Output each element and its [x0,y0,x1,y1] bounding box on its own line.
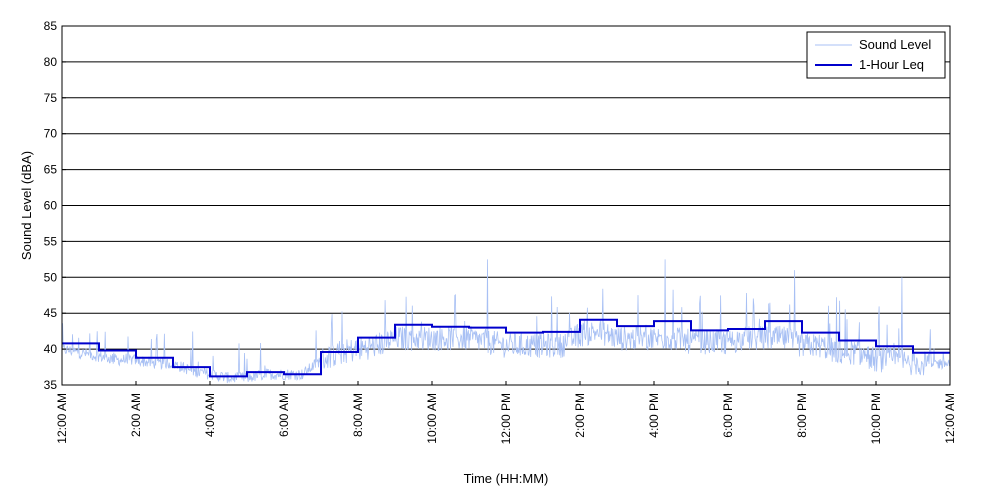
x-tick-label: 12:00 AM [55,393,69,444]
y-tick-label: 70 [44,127,58,141]
y-tick-label: 85 [44,19,58,33]
y-tick-label: 50 [44,270,58,284]
legend-box [806,31,946,79]
y-tick-label: 55 [44,234,58,248]
x-tick-label: 8:00 AM [351,393,365,437]
y-axis-ticks: 35 40 45 50 55 60 65 70 75 80 85 [44,19,66,392]
x-tick-label: 10:00 AM [425,393,439,444]
x-tick-label: 6:00 AM [277,393,291,437]
x-tick-label: 6:00 PM [721,393,735,438]
x-tick-label: 2:00 AM [129,393,143,437]
y-tick-label: 60 [44,199,58,213]
y-tick-label: 35 [44,378,58,392]
gridlines [62,61,950,350]
y-axis-title: Sound Level (dBA) [19,151,34,260]
x-tick-label: 4:00 AM [203,393,217,437]
x-tick-label: 8:00 PM [795,393,809,438]
y-tick-label: 75 [44,91,58,105]
legend: Sound Level 1-Hour Leq [806,31,946,79]
legend-label-1-hour-leq: 1-Hour Leq [859,57,924,72]
x-tick-label: 12:00 PM [499,393,513,444]
y-tick-label: 65 [44,163,58,177]
y-tick-label: 40 [44,342,58,356]
x-tick-label: 10:00 PM [869,393,883,444]
series-1-hour-leq-step-line [62,318,950,378]
x-tick-label: 2:00 PM [573,393,587,438]
x-axis-title: Time (HH:MM) [464,471,549,486]
y-tick-label: 45 [44,306,58,320]
x-tick-label: 4:00 PM [647,393,661,438]
series-layer [61,259,951,384]
y-tick-label: 80 [44,55,58,69]
x-axis-ticks: 12:00 AM 2:00 AM 4:00 AM 6:00 AM 8:00 AM 10:0… [55,381,957,444]
x-tick-label: 12:00 AM [943,393,957,444]
legend-label-sound-level: Sound Level [859,37,931,52]
